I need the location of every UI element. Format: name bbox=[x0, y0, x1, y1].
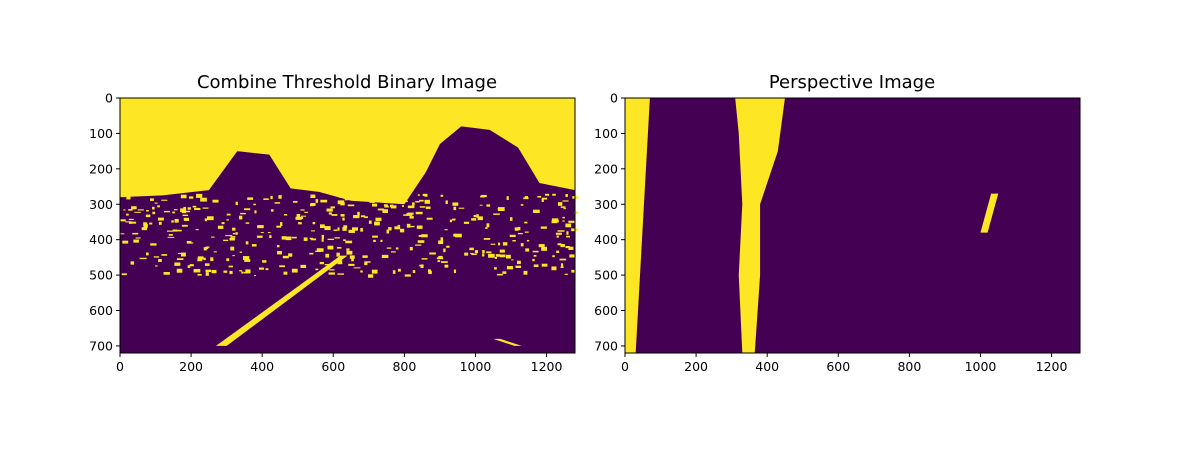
y-tick-label: 500 bbox=[89, 268, 113, 283]
x-tick-label: 600 bbox=[826, 359, 850, 374]
y-tick-label: 600 bbox=[89, 303, 113, 318]
x-tick-label: 1200 bbox=[1036, 359, 1068, 374]
y-tick-label: 400 bbox=[594, 232, 618, 247]
binary-image-left bbox=[120, 98, 579, 353]
y-tick-label: 700 bbox=[594, 338, 618, 353]
lane-fragment-right bbox=[980, 193, 999, 233]
y-tick-label: 200 bbox=[89, 161, 113, 176]
axes-frame bbox=[119, 97, 576, 354]
y-tick-label: 300 bbox=[89, 197, 113, 212]
x-tick-label: 1000 bbox=[460, 359, 492, 374]
x-tick-label: 400 bbox=[755, 359, 779, 374]
y-tick-label: 700 bbox=[89, 338, 113, 353]
x-tick-label: 800 bbox=[392, 359, 416, 374]
x-tick-label: 400 bbox=[250, 359, 274, 374]
lane-line-left bbox=[215, 255, 348, 346]
lane-line-right bbox=[493, 338, 522, 346]
x-tick-label: 1200 bbox=[531, 359, 563, 374]
y-tick-label: 300 bbox=[594, 197, 618, 212]
y-axis-ticks: 0 100 200 300 400 500 600 700 bbox=[594, 91, 625, 353]
x-tick-label: 200 bbox=[179, 359, 203, 374]
subplot-title: Perspective Image bbox=[769, 72, 935, 93]
x-tick-label: 0 bbox=[621, 359, 629, 374]
lane-band bbox=[735, 98, 785, 353]
x-tick-label: 800 bbox=[897, 359, 921, 374]
y-tick-label: 500 bbox=[594, 268, 618, 283]
subplot-combine-threshold: Combine Threshold Binary Image 0 200 400 60… bbox=[89, 72, 579, 374]
x-tick-label: 0 bbox=[116, 359, 124, 374]
edge-streak bbox=[625, 98, 650, 353]
x-axis-ticks: 0 200 400 600 800 1000 1200 bbox=[116, 353, 563, 374]
subplot-perspective: Perspective Image 0 200 400 600 800 1000 1200 … bbox=[594, 72, 1081, 374]
y-tick-label: 600 bbox=[594, 303, 618, 318]
y-tick-label: 100 bbox=[89, 126, 113, 141]
region-vegetation-speckle bbox=[120, 193, 579, 278]
y-tick-label: 400 bbox=[89, 232, 113, 247]
y-axis-ticks: 0 100 200 300 400 500 600 700 bbox=[89, 91, 120, 353]
axes-frame bbox=[624, 97, 1081, 354]
subplot-title: Combine Threshold Binary Image bbox=[197, 72, 497, 93]
x-tick-label: 200 bbox=[684, 359, 708, 374]
binary-image-right bbox=[625, 98, 1080, 353]
image-background bbox=[625, 98, 1080, 353]
x-tick-label: 600 bbox=[321, 359, 345, 374]
y-tick-label: 200 bbox=[594, 161, 618, 176]
x-axis-ticks: 0 200 400 600 800 1000 1200 bbox=[621, 353, 1068, 374]
x-tick-label: 1000 bbox=[965, 359, 997, 374]
y-tick-label: 0 bbox=[610, 91, 618, 106]
region-sky bbox=[120, 98, 575, 205]
y-tick-label: 0 bbox=[105, 91, 113, 106]
y-tick-label: 100 bbox=[594, 126, 618, 141]
